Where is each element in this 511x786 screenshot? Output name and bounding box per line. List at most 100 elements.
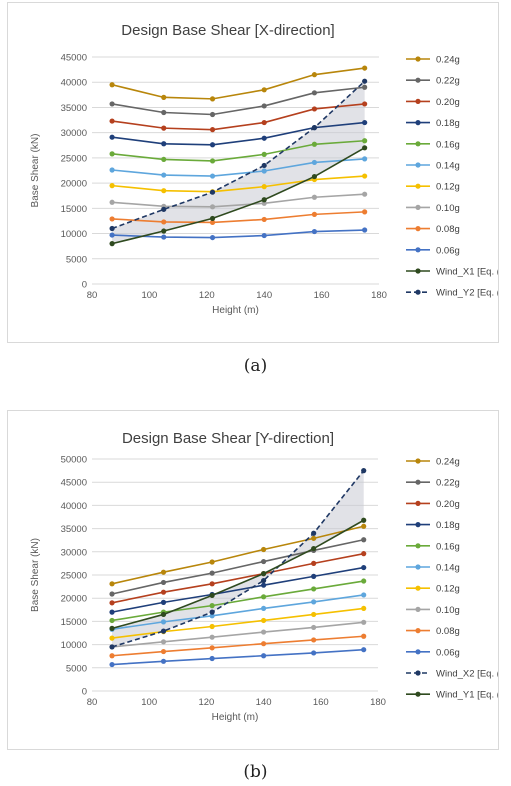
data-point [109,609,115,615]
data-point [161,141,167,147]
data-point [362,191,368,197]
data-point [209,623,215,630]
data-point [261,162,267,169]
data-point [361,468,367,474]
data-point [261,216,267,223]
data-point [109,199,115,205]
data-point [161,206,167,212]
data-point [261,197,267,203]
y-tick-label: 20000 [61,179,87,190]
data-point [160,611,167,618]
data-point [311,106,318,112]
y-tick-label: 30000 [61,128,87,139]
data-point [209,142,216,148]
data-point [109,581,115,587]
data-point [109,216,115,222]
series-line [111,103,365,131]
data-point [362,101,368,107]
data-point [109,241,115,247]
data-point [109,635,115,641]
data-point [362,173,368,179]
data-point [311,141,318,147]
y-tick-label: 5000 [66,663,87,674]
data-point [109,625,115,631]
series-line [112,139,365,162]
data-point [209,219,216,226]
data-point [261,629,267,635]
legend-swatch-marker [415,289,421,295]
data-point [261,546,267,553]
data-point [109,232,115,238]
data-point [311,586,317,592]
data-point [261,577,267,584]
legend-label: Wind_X1 [Eq. (7)] [436,267,498,278]
legend-label: 0.22g [436,478,460,489]
series-line [111,648,364,666]
data-point [361,537,367,543]
x-tick-label: 160 [314,290,330,301]
chart-panel-y-direction: Design Base Shear [Y-direction] 0 5000 1000… [7,410,499,750]
legend-swatch-marker [415,585,421,591]
data-point [311,560,317,566]
legend-swatch-marker [415,98,421,104]
data-point [361,578,367,584]
data-point [311,530,317,536]
legend-label: Wind_Y2 [Eq. (8)] [436,288,498,299]
data-point [311,624,317,631]
series-line [111,86,365,116]
data-point [361,592,367,598]
x-axis-label: Height (m) [212,712,259,723]
legend-label: Wind_X2 [Eq. (8)] [436,669,498,680]
series-line [111,552,364,604]
data-point [362,65,368,71]
data-point [361,551,367,557]
data-point [161,125,167,131]
legend-swatch-marker [415,183,421,189]
chart-panel-x-direction: Design Base Shear [X-direction] 0 5000 1000… [7,2,499,343]
data-point [261,582,267,588]
caption-b: (b) [243,762,268,782]
series-line [111,470,365,648]
series-line [111,594,364,631]
y-tick-label: 50000 [61,455,87,466]
data-point [209,215,216,222]
data-point [261,103,267,109]
y-tick-label: 35000 [61,103,87,114]
legend-swatch-marker [415,670,421,676]
data-point [209,111,216,118]
data-point [160,619,167,625]
legend-label: 0.20g [436,97,460,108]
legend-swatch-marker [415,141,421,147]
data-point [311,611,317,618]
y-tick-label: 0 [82,687,87,698]
x-tick-label: 180 [371,290,387,301]
data-point [209,613,215,619]
chart-title: Design Base Shear [Y-direction] [122,430,334,447]
y-tick-label: 40000 [61,78,87,89]
data-point [311,599,317,605]
data-point [311,545,317,552]
legend-label: 0.20g [436,499,460,510]
data-point [311,72,318,78]
data-point [160,639,167,645]
data-point [160,658,167,664]
data-point [109,134,115,140]
data-point [311,194,318,200]
legend-label: 0.18g [436,520,460,531]
legend-swatch-marker [415,226,421,232]
data-point [209,559,215,565]
legend-swatch-marker [415,458,421,464]
data-point [109,118,115,124]
data-point [311,650,317,656]
series-line [111,635,364,657]
x-tick-label: 80 [87,290,98,301]
data-point [362,145,368,151]
data-point [209,189,216,195]
data-point [261,571,267,577]
legend-label: 0.16g [436,139,460,150]
series-line [111,621,364,648]
series-line [111,67,365,100]
legend-swatch-marker [415,162,421,168]
chart-y-direction: Design Base Shear [Y-direction]050001000… [30,430,498,723]
y-tick-label: 45000 [61,53,87,64]
